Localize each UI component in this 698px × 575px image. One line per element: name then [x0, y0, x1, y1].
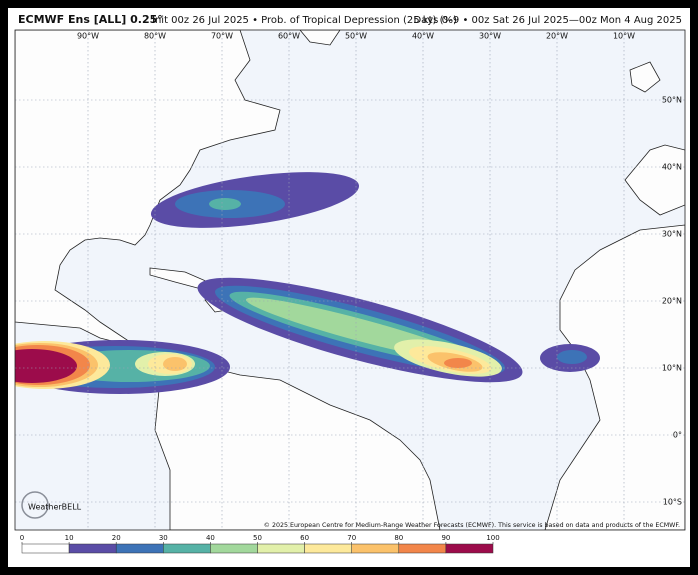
- lon-label: 30°W: [479, 32, 501, 41]
- colorbar-swatch: [257, 543, 305, 554]
- colorbar: 0 10 20 30 40 50 60 70 80 90 100: [20, 534, 500, 554]
- colorbar-swatch: [351, 543, 400, 554]
- colorbar-tick-label: 90: [441, 534, 450, 542]
- graticule: 90°W 80°W 70°W 60°W 50°W 40°W 30°W 20°W 10°W 50°N…: [15, 30, 685, 530]
- prob-area: [209, 198, 241, 210]
- prob-area: [163, 357, 187, 371]
- copyright: © 2025 European Centre for Medium-Range …: [264, 521, 680, 529]
- colorbar-swatch: [445, 543, 494, 554]
- colorbar-tick-label: 20: [112, 534, 121, 542]
- colorbar-swatch: [68, 543, 117, 554]
- lon-label: 10°W: [613, 32, 635, 41]
- lat-label: 40°N: [662, 163, 682, 172]
- colorbar-swatch: [163, 543, 211, 554]
- colorbar-swatch: [115, 543, 164, 554]
- europe: [624, 144, 685, 216]
- colorbar-swatch: [398, 543, 447, 554]
- lat-label: 10°S: [663, 498, 682, 507]
- prob-area: [444, 358, 472, 368]
- colorbar-tick-label: 70: [347, 534, 356, 542]
- lat-label: 30°N: [662, 230, 682, 239]
- lon-label: 20°W: [546, 32, 568, 41]
- colorbar-swatch: [21, 543, 70, 554]
- product-title: Init 00z 26 Jul 2025 • Prob. of Tropical…: [152, 15, 457, 26]
- lon-label: 70°W: [211, 32, 233, 41]
- colorbar-tick-label: 80: [394, 534, 403, 542]
- colorbar-swatch: [210, 543, 258, 554]
- colorbar-tick-label: 60: [300, 534, 309, 542]
- logo-text: WeatherBELL: [28, 503, 82, 512]
- model-title: ECMWF Ens [ALL] 0.25°: [18, 13, 163, 26]
- probability-field: [15, 172, 600, 394]
- lat-label: 20°N: [662, 297, 682, 306]
- map: 90°W 80°W 70°W 60°W 50°W 40°W 30°W 20°W 10°W 50°N…: [15, 30, 685, 530]
- lat-label: 0°: [673, 431, 682, 440]
- map-frame: [14, 29, 686, 531]
- lon-label: 50°W: [345, 32, 367, 41]
- valid-title: Days 0–9 • 00z Sat 26 Jul 2025—00z Mon 4…: [413, 15, 682, 26]
- greenland-coast: [299, 30, 341, 46]
- prob-area: [15, 349, 77, 383]
- colorbar-tick-label: 100: [486, 534, 499, 542]
- colorbar-tick-label: 40: [206, 534, 215, 542]
- colorbar-tick-label: 30: [159, 534, 168, 542]
- british-isles: [629, 61, 661, 93]
- lon-label: 60°W: [278, 32, 300, 41]
- colorbar-tick-label: 0: [20, 534, 24, 542]
- south-america: [154, 364, 441, 530]
- lon-label: 80°W: [144, 32, 166, 41]
- lat-label: 10°N: [662, 364, 682, 373]
- lon-label: 90°W: [77, 32, 99, 41]
- colorbar-swatch: [304, 543, 352, 554]
- colorbar-tick-label: 10: [65, 534, 74, 542]
- prob-area: [557, 350, 587, 364]
- lon-label: 40°W: [412, 32, 434, 41]
- colorbar-tick-label: 50: [253, 534, 262, 542]
- lat-label: 50°N: [662, 96, 682, 105]
- logo-ring: [21, 491, 49, 519]
- logo: WeatherBELL: [21, 491, 82, 519]
